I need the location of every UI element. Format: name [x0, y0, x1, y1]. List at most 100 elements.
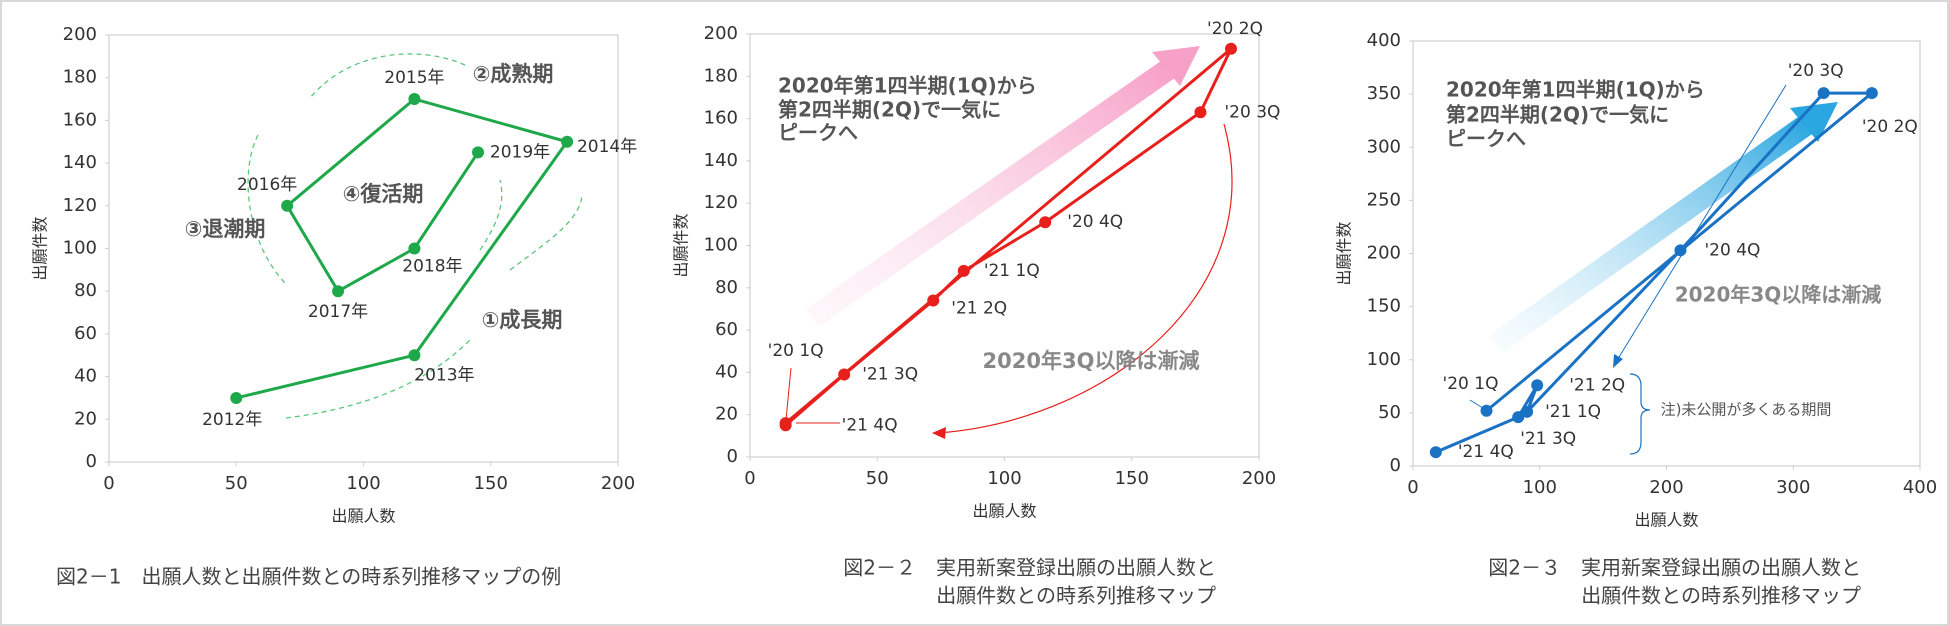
- point-label: '21 4Q: [1458, 442, 1514, 462]
- point-label: '21 4Q: [842, 415, 898, 435]
- x-tick-label: 100: [987, 468, 1021, 489]
- point-label: 2014年: [577, 137, 637, 157]
- y-tick-label: 80: [715, 277, 738, 298]
- annotation: 2020年第1四半期(1Q)から: [1446, 78, 1705, 102]
- point: [838, 368, 851, 381]
- y-tick-label: 200: [704, 23, 738, 44]
- point: [1039, 216, 1052, 229]
- y-tick-label: 100: [1367, 349, 1401, 370]
- y-tick-label: 0: [727, 446, 738, 467]
- decline-arrow-head: [932, 427, 946, 439]
- y-tick-label: 60: [74, 323, 97, 344]
- pointer-head: [1613, 354, 1623, 368]
- point-label: 2017年: [308, 302, 368, 322]
- point: [408, 349, 421, 362]
- y-tick-label: 180: [63, 67, 97, 88]
- point: [408, 93, 421, 106]
- point-label: 2012年: [202, 410, 262, 430]
- point-label: '21 3Q: [862, 365, 918, 385]
- point-label: '21 1Q: [1545, 402, 1601, 422]
- point-label: '21 2Q: [951, 298, 1007, 318]
- annotation: ③退潮期: [185, 217, 266, 241]
- x-tick-label: 100: [1523, 477, 1557, 498]
- point: [332, 285, 345, 298]
- trend-arrow-head: [1790, 102, 1838, 142]
- x-tick-label: 200: [1242, 468, 1276, 489]
- point-label: 2018年: [402, 257, 462, 277]
- y-axis-label: 出願件数: [31, 216, 50, 280]
- y-tick-label: 160: [704, 108, 738, 129]
- pointer: [1615, 84, 1787, 363]
- y-tick-label: 120: [63, 195, 97, 216]
- point: [1674, 244, 1687, 257]
- y-tick-label: 60: [715, 319, 738, 340]
- x-tick-label: 200: [1649, 477, 1683, 498]
- x-axis-label: 出願人数: [1634, 511, 1698, 530]
- x-tick-label: 0: [103, 473, 114, 494]
- annotation: 2020年3Q以降は漸減: [1675, 283, 1882, 307]
- point-label: 2015年: [384, 68, 444, 88]
- point: [230, 391, 243, 404]
- x-tick-label: 0: [1407, 477, 1418, 498]
- y-tick-label: 20: [715, 404, 738, 425]
- point: [561, 135, 574, 148]
- point-label: '20 4Q: [1067, 212, 1123, 232]
- x-tick-label: 150: [1115, 468, 1149, 489]
- point: [1225, 42, 1238, 55]
- annotation: 2020年3Q以降は漸減: [983, 349, 1200, 373]
- x-axis-label: 出願人数: [331, 507, 395, 526]
- y-tick-label: 120: [704, 192, 738, 213]
- point: [1480, 404, 1493, 417]
- point: [1531, 379, 1544, 392]
- brace: [1629, 373, 1651, 455]
- point-label: '20 2Q: [1207, 19, 1263, 39]
- y-tick-label: 200: [63, 24, 97, 45]
- trend-arrow: [1489, 113, 1817, 353]
- y-tick-label: 300: [1367, 136, 1401, 157]
- trend-arrow-head: [1152, 46, 1200, 86]
- trend-arrow: [805, 58, 1177, 328]
- annotation: 第2四半期(2Q)で一気に: [1446, 103, 1669, 127]
- annotation: ピークへ: [1446, 127, 1526, 151]
- caption: 図2－３ 実用新案登録出願の出願人数と: [1488, 556, 1861, 580]
- series-line: [784, 47, 1233, 427]
- phase-arrow: [309, 53, 466, 99]
- point: [1512, 411, 1525, 424]
- point: [1194, 106, 1207, 119]
- y-tick-label: 40: [715, 361, 738, 382]
- x-tick-label: 50: [225, 473, 248, 494]
- series-line: [235, 97, 569, 400]
- annotation: 第2四半期(2Q)で一気に: [778, 98, 1001, 122]
- point: [957, 264, 970, 277]
- y-tick-label: 40: [74, 366, 97, 387]
- point: [927, 294, 940, 307]
- point: [408, 242, 421, 255]
- x-tick-label: 300: [1776, 477, 1810, 498]
- x-tick-label: 200: [601, 473, 635, 494]
- caption: 出願件数との時系列推移マップ: [936, 584, 1216, 608]
- y-tick-label: 100: [63, 238, 97, 259]
- decline-arrow: [937, 123, 1233, 434]
- x-tick-label: 150: [474, 473, 508, 494]
- caption: 出願件数との時系列推移マップ: [1581, 584, 1861, 608]
- y-axis-label: 出願件数: [1335, 221, 1354, 285]
- point-label: '20 2Q: [1862, 117, 1918, 137]
- point-label: '21 2Q: [1569, 375, 1625, 395]
- annotation: ④復活期: [343, 182, 424, 206]
- y-tick-label: 80: [74, 280, 97, 301]
- point: [1865, 87, 1878, 100]
- point-label: '20 1Q: [768, 341, 824, 361]
- y-tick-label: 50: [1378, 402, 1401, 423]
- x-tick-label: 400: [1903, 477, 1937, 498]
- y-tick-label: 400: [1367, 30, 1401, 51]
- x-tick-label: 0: [744, 468, 755, 489]
- caption: 図2－２ 実用新案登録出願の出願人数と: [843, 556, 1216, 580]
- annotation: ①成長期: [482, 308, 563, 332]
- y-tick-label: 0: [86, 451, 97, 472]
- point-label: '20 3Q: [1788, 61, 1844, 81]
- point: [472, 146, 485, 159]
- phase-arrow: [247, 134, 286, 284]
- point-label: 2013年: [414, 365, 474, 385]
- point: [779, 419, 792, 432]
- point: [1521, 405, 1534, 418]
